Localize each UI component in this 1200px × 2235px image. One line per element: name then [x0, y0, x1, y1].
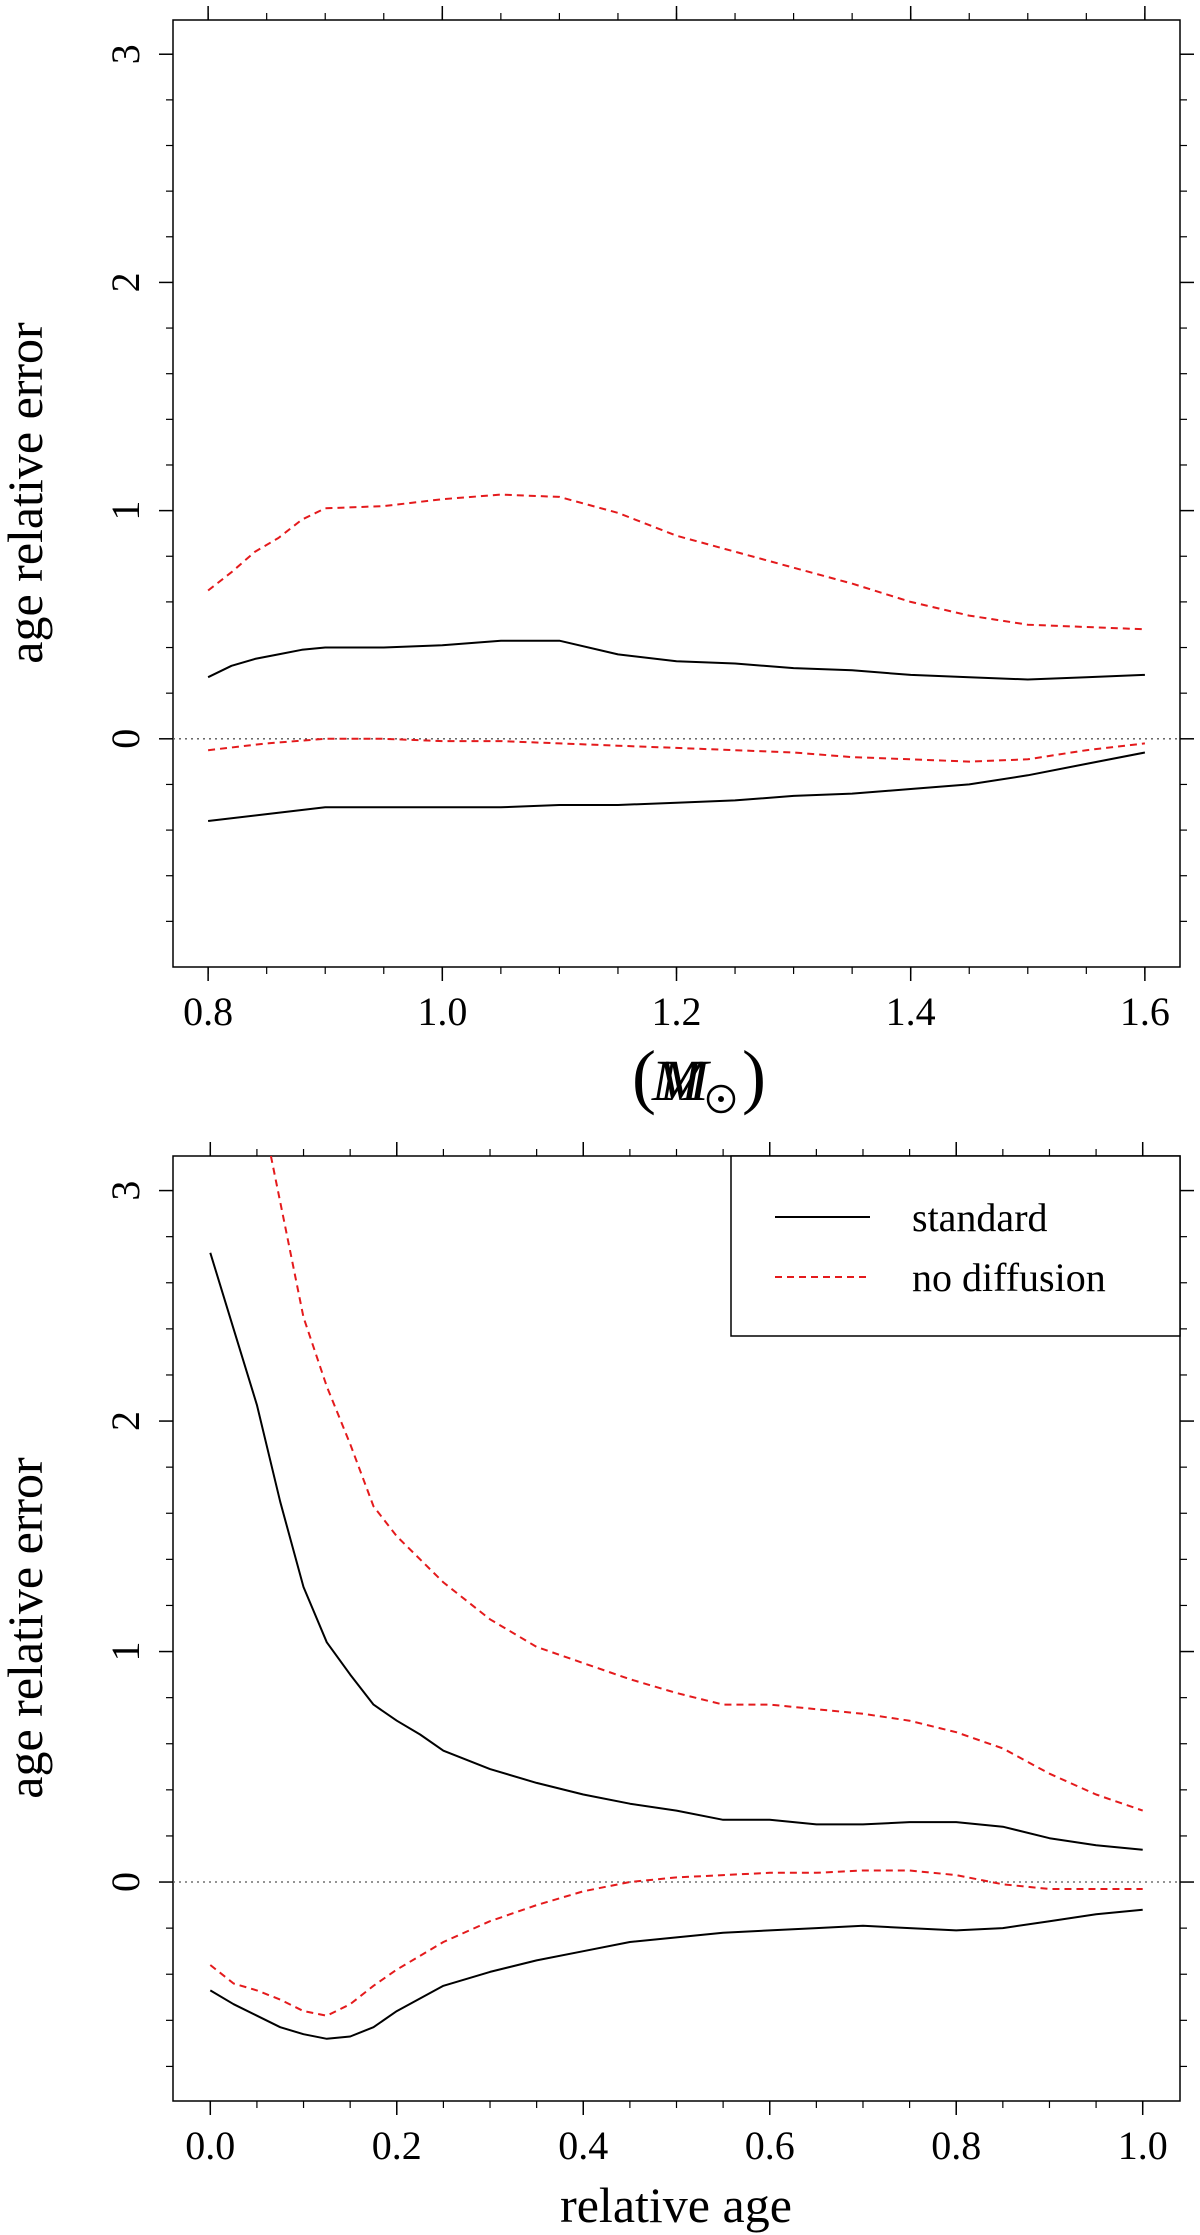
top-x-axis-label: M: [651, 1048, 703, 1113]
x-tick-label: 0.4: [558, 2123, 608, 2168]
sun-symbol-dot: [718, 1096, 724, 1102]
x-tick-label: 0.8: [931, 2123, 981, 2168]
series-standard-lower-line: [209, 1908, 1143, 2040]
x-tick-label: 0.8: [183, 989, 233, 1034]
series-no-diffusion-lower-line: [207, 737, 1146, 763]
bottom-panel: age relative error relative age 0.0 0.2 0.…: [0, 1142, 1194, 2233]
top-panel: age relative error M ( M ) 0.8 1.0 1.2 1.4 1…: [0, 6, 1194, 1116]
y-tick-label: 0: [103, 1872, 148, 1892]
series-standard-lower-line: [207, 751, 1146, 822]
unit-close-paren: ): [742, 1036, 766, 1116]
series-no-diffusion-upper-line: [207, 493, 1145, 631]
series-no-diffusion-lower-line: [209, 1869, 1143, 2017]
legend-label-standard: standard: [912, 1195, 1048, 1240]
top-x-axis-unit: ( M ): [632, 1036, 766, 1116]
x-tick-label: 1.4: [886, 989, 936, 1034]
sun-symbol-icon: [706, 1084, 736, 1114]
unit-open-paren: (: [632, 1036, 656, 1116]
top-x-axis-symbol: M: [651, 1048, 703, 1113]
x-tick-label: 0.0: [185, 2123, 235, 2168]
x-tick-label: 0.2: [372, 2123, 422, 2168]
legend: standard no diffusion: [730, 1155, 1181, 1337]
x-tick-label: 1.6: [1120, 989, 1170, 1034]
y-tick-label: 1: [103, 501, 148, 521]
top-panel-frame: [172, 19, 1181, 968]
bottom-panel-marks: 0.0 0.2 0.4 0.6 0.8 1.0 0 1 2 3: [103, 1142, 1194, 2168]
x-tick-label: 1.2: [652, 989, 702, 1034]
series-standard-upper-line: [207, 639, 1145, 681]
bottom-x-axis-label: relative age: [560, 2177, 792, 2233]
series-no-diffusion-upper-line: [269, 1156, 1144, 1812]
y-tick-label: 1: [103, 1642, 148, 1662]
legend-box: [730, 1155, 1181, 1337]
y-tick-label: 3: [103, 1181, 148, 1201]
legend-label-no-diffusion: no diffusion: [912, 1255, 1106, 1300]
top-y-axis-label: age relative error: [0, 322, 53, 664]
series-standard-upper-line: [209, 1252, 1143, 1851]
unit-symbol: M: [659, 1048, 711, 1113]
x-tick-label: 1.0: [1118, 2123, 1168, 2168]
y-tick-label: 2: [103, 1411, 148, 1431]
x-tick-label: 0.6: [745, 2123, 795, 2168]
y-tick-label: 0: [103, 729, 148, 749]
x-tick-label: 1.0: [417, 989, 467, 1034]
bottom-y-axis-label: age relative error: [0, 1457, 53, 1799]
y-tick-label: 2: [103, 272, 148, 292]
y-tick-label: 3: [103, 44, 148, 64]
top-panel-marks: 0.8 1.0 1.2 1.4 1.6 0 1 2 3: [103, 6, 1194, 1034]
